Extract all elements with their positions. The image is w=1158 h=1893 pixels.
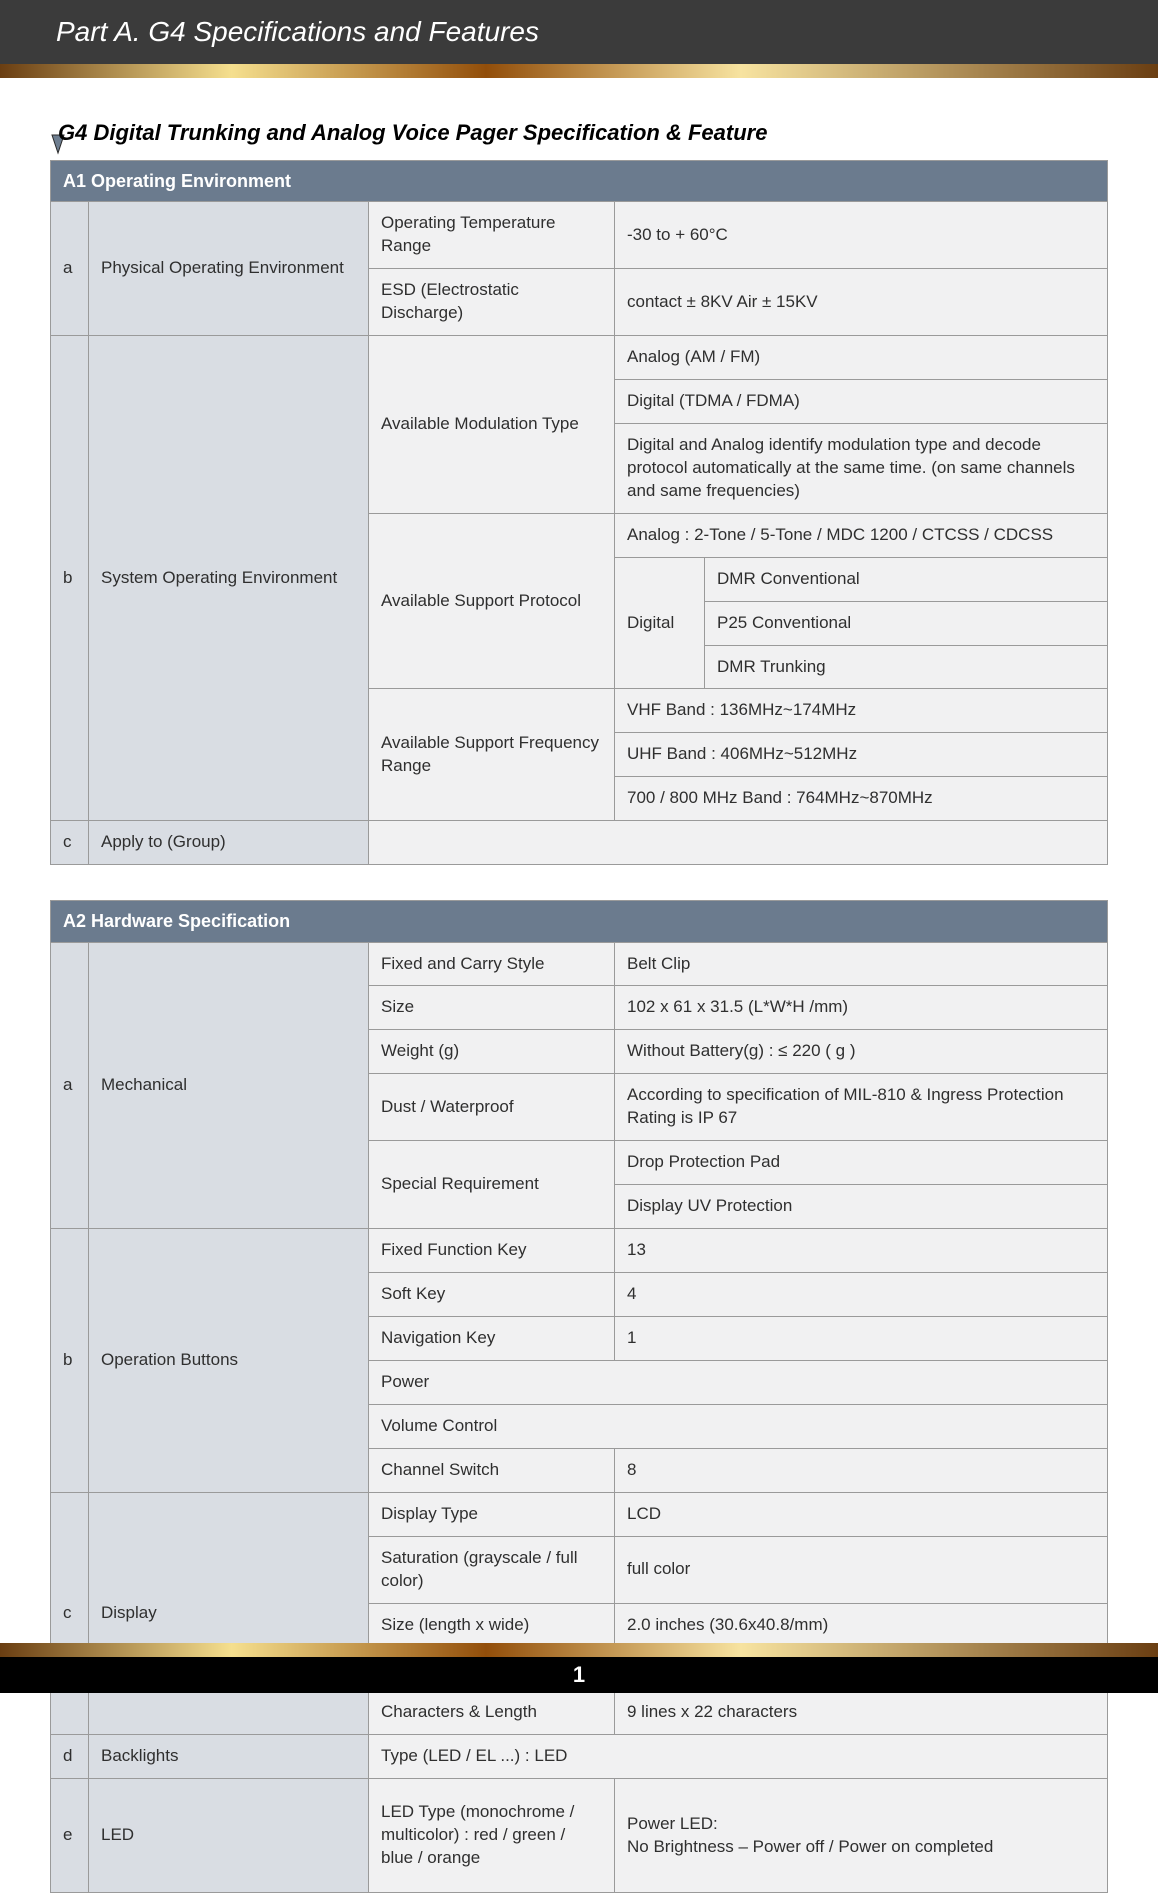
param-value: Belt Clip <box>615 942 1108 986</box>
group-letter: c <box>51 821 89 865</box>
param-label: Type (LED / EL ...) : LED <box>369 1735 1108 1779</box>
group-letter: a <box>51 202 89 336</box>
param-label: Display Type <box>369 1492 615 1536</box>
param-label: Fixed Function Key <box>369 1229 615 1273</box>
param-label: Characters & Length <box>369 1691 615 1735</box>
group-letter: b <box>51 1229 89 1493</box>
group-letter: b <box>51 336 89 821</box>
param-value: 4 <box>615 1273 1108 1317</box>
param-value: Drop Protection Pad <box>615 1141 1108 1185</box>
param-value: VHF Band : 136MHz~174MHz <box>615 689 1108 733</box>
page-number: 1 <box>573 1662 585 1688</box>
param-value: 13 <box>615 1229 1108 1273</box>
table-row: d Backlights Type (LED / EL ...) : LED <box>51 1735 1108 1779</box>
param-sublabel: Digital <box>615 557 705 689</box>
param-value <box>369 821 1108 865</box>
param-label: Available Modulation Type <box>369 336 615 514</box>
param-label: Saturation (grayscale / full color) <box>369 1536 615 1603</box>
group-letter: d <box>51 1735 89 1779</box>
table-row: b Operation Buttons Fixed Function Key 1… <box>51 1229 1108 1273</box>
section-a2-title: A2 Hardware Specification <box>51 901 1108 942</box>
section-a1-header: A1 Operating Environment <box>51 161 1108 202</box>
param-value: Analog (AM / FM) <box>615 336 1108 380</box>
group-name: Physical Operating Environment <box>89 202 369 336</box>
param-value: -30 to + 60°C <box>615 202 1108 269</box>
section-a2-header: A2 Hardware Specification <box>51 901 1108 942</box>
param-label: Dust / Waterproof <box>369 1074 615 1141</box>
param-value: LCD <box>615 1492 1108 1536</box>
param-value: P25 Conventional <box>705 601 1108 645</box>
param-label: Power <box>369 1360 1108 1404</box>
param-value: 700 / 800 MHz Band : 764MHz~870MHz <box>615 777 1108 821</box>
group-name: System Operating Environment <box>89 336 369 821</box>
param-label: Navigation Key <box>369 1316 615 1360</box>
param-label: Size (length x wide) <box>369 1603 615 1647</box>
param-label: Channel Switch <box>369 1448 615 1492</box>
group-letter: c <box>51 1492 89 1735</box>
param-value: 1 <box>615 1316 1108 1360</box>
table-row: e LED LED Type (monochrome / multicolor)… <box>51 1779 1108 1893</box>
group-letter: e <box>51 1779 89 1893</box>
param-value: Display UV Protection <box>615 1185 1108 1229</box>
param-label: Weight (g) <box>369 1030 615 1074</box>
param-value: Digital and Analog identify modulation t… <box>615 423 1108 513</box>
param-label: Available Support Frequency Range <box>369 689 615 821</box>
param-label: ESD (Electrostatic Discharge) <box>369 269 615 336</box>
param-value: Without Battery(g) : ≤ 220 ( g ) <box>615 1030 1108 1074</box>
param-value: UHF Band : 406MHz~512MHz <box>615 733 1108 777</box>
param-value: DMR Trunking <box>705 645 1108 689</box>
param-label: Volume Control <box>369 1404 1108 1448</box>
param-value: 9 lines x 22 characters <box>615 1691 1108 1735</box>
table-row: a Physical Operating Environment Operati… <box>51 202 1108 269</box>
param-value: Power LED: No Brightness – Power off / P… <box>615 1779 1108 1893</box>
table-row: a Mechanical Fixed and Carry Style Belt … <box>51 942 1108 986</box>
table-row: c Apply to (Group) <box>51 821 1108 865</box>
param-label: Operating Temperature Range <box>369 202 615 269</box>
table-row: b System Operating Environment Available… <box>51 336 1108 380</box>
page-header-title: Part A. G4 Specifications and Features <box>56 16 539 48</box>
page-header: Part A. G4 Specifications and Features <box>0 0 1158 64</box>
page-footer: 1 <box>0 1643 1158 1693</box>
group-name: Backlights <box>89 1735 369 1779</box>
param-value: 102 x 61 x 31.5 (L*W*H /mm) <box>615 986 1108 1030</box>
section-a1-title: A1 Operating Environment <box>51 161 1108 202</box>
group-name: Apply to (Group) <box>89 821 369 865</box>
param-label: Soft Key <box>369 1273 615 1317</box>
param-label: Size <box>369 986 615 1030</box>
param-value: According to specification of MIL-810 & … <box>615 1074 1108 1141</box>
param-value: Analog : 2-Tone / 5-Tone / MDC 1200 / CT… <box>615 513 1108 557</box>
group-name: Mechanical <box>89 942 369 1229</box>
gold-band-bottom <box>0 1643 1158 1657</box>
param-value: contact ± 8KV Air ± 15KV <box>615 269 1108 336</box>
footer-bar: 1 <box>0 1657 1158 1693</box>
gold-band-top <box>0 64 1158 78</box>
spec-table: A1 Operating Environment a Physical Oper… <box>50 160 1108 1893</box>
param-label: Fixed and Carry Style <box>369 942 615 986</box>
doc-title: G4 Digital Trunking and Analog Voice Pag… <box>58 120 767 146</box>
group-name: LED <box>89 1779 369 1893</box>
param-value: full color <box>615 1536 1108 1603</box>
group-name: Operation Buttons <box>89 1229 369 1493</box>
param-label: Available Support Protocol <box>369 513 615 689</box>
table-row: c Display Display Type LCD <box>51 1492 1108 1536</box>
group-letter: a <box>51 942 89 1229</box>
param-value: 8 <box>615 1448 1108 1492</box>
group-name: Display <box>89 1492 369 1735</box>
param-value: DMR Conventional <box>705 557 1108 601</box>
param-value: 2.0 inches (30.6x40.8/mm) <box>615 1603 1108 1647</box>
param-value: Digital (TDMA / FDMA) <box>615 379 1108 423</box>
page-content: G4 Digital Trunking and Analog Voice Pag… <box>0 78 1158 1893</box>
param-label: Special Requirement <box>369 1141 615 1229</box>
param-label: LED Type (monochrome / multicolor) : red… <box>369 1779 615 1893</box>
doc-title-row: G4 Digital Trunking and Analog Voice Pag… <box>50 120 1108 146</box>
spacer <box>51 865 1108 901</box>
